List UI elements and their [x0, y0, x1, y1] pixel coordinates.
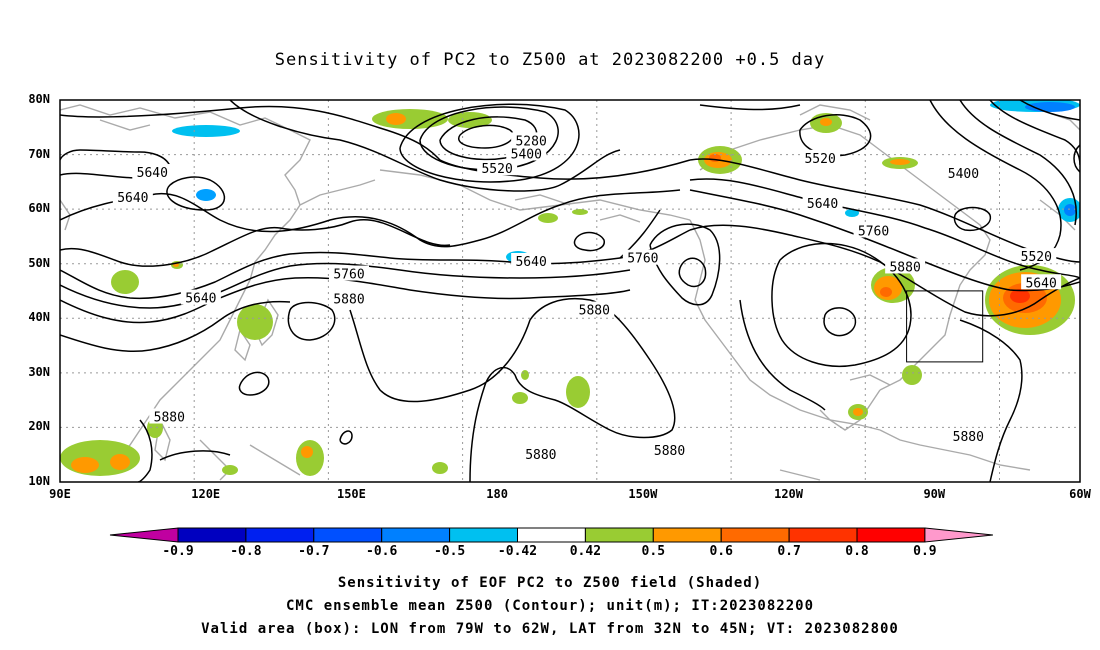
colorbar-tick-label: 0.8 [845, 544, 869, 559]
contour-label: 5640 [807, 197, 838, 212]
contour-label-bg [511, 132, 552, 148]
lon-tick-label: 60W [1069, 487, 1091, 501]
colorbar-tick-label: -0.7 [298, 544, 330, 559]
colorbar-tick-label: 0.9 [913, 544, 937, 559]
colorbar-bin [584, 527, 654, 543]
lat-tick-label: 80N [28, 92, 50, 106]
contour-label: 5880 [654, 444, 685, 459]
contour-label: 5400 [948, 167, 979, 182]
contour-label: 5520 [1021, 250, 1052, 265]
caption-line-3: Valid area (box): LON from 79W to 62W, L… [201, 621, 899, 637]
contour-label-bg [948, 428, 989, 444]
lon-tick-label: 90W [923, 487, 946, 501]
contour-label-bg [180, 289, 221, 305]
contour-label: 5880 [154, 411, 185, 426]
contour-label-bg [511, 252, 552, 268]
colorbar-bin [720, 527, 790, 543]
colorbar-tick-label: -0.9 [162, 544, 194, 559]
lon-tick-label: 150W [628, 487, 658, 501]
colorbar-bin [449, 527, 519, 543]
contour-label: 5640 [185, 292, 216, 307]
contour-label: 5760 [858, 224, 889, 239]
contour-label-bg [853, 222, 894, 238]
contour-label: 5520 [481, 162, 512, 177]
caption-line-2: CMC ensemble mean Z500 (Contour); unit(m… [285, 598, 814, 614]
contour-labels: 5640564056405280540055205640576058805760… [112, 132, 1062, 463]
contour-label: 5640 [137, 166, 168, 181]
contour-label: 5880 [579, 304, 610, 319]
contour-label: 5880 [889, 260, 920, 275]
lat-tick-label: 40N [28, 310, 50, 325]
colorbar-bin [313, 527, 383, 543]
lat-tick-label: 70N [28, 146, 50, 161]
contour-label-bg [132, 164, 173, 180]
colorbar-bin [517, 527, 586, 543]
lon-tick-label: 120E [191, 487, 221, 501]
contour-label: 5760 [333, 268, 364, 283]
colorbar-tick-label: -0.5 [433, 544, 466, 559]
contour-label: 5640 [117, 191, 148, 206]
contour-label-bg [885, 258, 926, 274]
contour-label: 5640 [1025, 276, 1056, 291]
contour-label: 5520 [804, 152, 835, 167]
contour-label-bg [477, 160, 518, 176]
grid-lines [60, 100, 1080, 482]
lat-tick-label: 20N [28, 419, 50, 434]
contour-label-bg [520, 446, 561, 462]
colorbar-bin [177, 527, 247, 543]
contour-label: 5880 [953, 430, 984, 445]
colorbar-tick-label: -0.42 [497, 544, 538, 559]
contour-label: 5880 [525, 448, 556, 463]
colorbar-max-arrow [924, 527, 993, 543]
contour-label-bg [1016, 248, 1057, 264]
contour-label: 5880 [333, 293, 364, 308]
colorbar-tick-label: -0.6 [366, 544, 398, 559]
contour-label-bg [1021, 274, 1062, 290]
valid-area-box [906, 290, 984, 363]
lon-tick-label: 150E [336, 487, 366, 501]
contour-label-bg [149, 408, 190, 424]
plot-frame [59, 99, 1081, 483]
contour-label-bg [802, 195, 843, 211]
lat-tick-label: 60N [28, 201, 50, 216]
caption-line-1: Sensitivity of EOF PC2 to Z500 field (Sh… [337, 575, 763, 591]
contour-label-bg [112, 189, 153, 205]
colorbar-bin [652, 527, 722, 543]
lon-tick-label: 90E [49, 487, 71, 501]
contour-label-bg [800, 149, 841, 165]
contour-label-bg [329, 265, 369, 281]
contour-label-bg [943, 165, 984, 181]
lon-tick-label: 180 [486, 487, 508, 501]
colorbar-bin [381, 527, 451, 543]
lat-tick-label: 50N [28, 255, 50, 270]
lon-tick-label: 120W [774, 487, 804, 501]
contour-label-bg [649, 441, 690, 457]
lat-tick-label: 30N [28, 364, 50, 379]
colorbar-tick-label: 0.7 [777, 544, 801, 559]
colorbar-tick-label: 0.42 [569, 544, 602, 559]
contour-label-bg [574, 301, 615, 317]
map-title: Sensitivity of PC2 to Z500 at 2023082200… [274, 50, 826, 70]
colorbar-bin [245, 527, 315, 543]
colorbar-tick-label: 0.5 [641, 544, 666, 559]
contour-label: 5400 [511, 147, 542, 162]
colorbar-tick-label: 0.6 [709, 544, 733, 559]
contour-label: 5640 [515, 255, 546, 270]
colorbar-bin [856, 527, 926, 543]
lat-tick-label: 10N [28, 474, 50, 488]
colorbar-tick-label: -0.8 [230, 544, 262, 559]
contour-label-bg [622, 249, 663, 265]
colorbar-bin [788, 527, 858, 543]
contour-label-bg [506, 145, 547, 161]
contour-label-bg [329, 290, 369, 306]
contour-label: 5760 [627, 252, 658, 267]
colorbar-min-arrow [109, 527, 179, 543]
